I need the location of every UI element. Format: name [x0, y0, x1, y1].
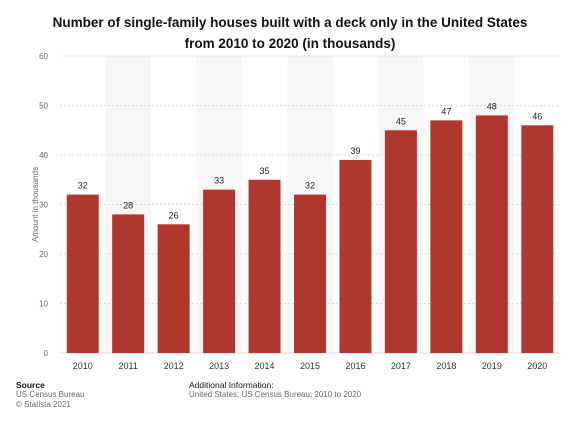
bar [430, 120, 463, 353]
bar [112, 214, 145, 353]
bar [521, 125, 554, 353]
data-label: 47 [441, 106, 451, 116]
data-label: 48 [487, 101, 497, 111]
x-tick-label: 2011 [119, 361, 138, 371]
x-tick-label: 2018 [436, 361, 456, 371]
bar [294, 194, 326, 353]
y-tick-label: 0 [44, 349, 49, 358]
copyright-line: © Statista 2021 [16, 400, 71, 409]
y-tick-label: 10 [39, 300, 48, 309]
additional-info-heading: Additional Information: [189, 380, 274, 390]
chart-title-line-1: Number of single-family houses built wit… [52, 15, 528, 30]
chart-title-line-2: from 2010 to 2020 (in thousands) [184, 36, 396, 51]
source-line: US Census Bureau [16, 390, 85, 399]
data-label: 32 [305, 181, 315, 191]
bar [203, 189, 236, 353]
data-label: 33 [214, 176, 224, 186]
chart-title: Number of single-family houses built wit… [0, 12, 580, 54]
data-label: 39 [350, 146, 360, 156]
additional-info-block: Additional Information: United States; U… [189, 380, 361, 400]
source-block: Source US Census Bureau © Statista 2021 [16, 380, 84, 410]
y-tick-label: 60 [39, 52, 48, 61]
bar [248, 179, 281, 353]
data-label: 45 [396, 116, 406, 126]
bar [157, 224, 190, 353]
y-tick-label: 40 [39, 151, 48, 160]
data-label: 46 [532, 111, 542, 121]
y-tick-label: 50 [39, 102, 48, 111]
data-label: 26 [169, 210, 179, 220]
bar [339, 159, 372, 353]
x-tick-label: 2019 [482, 361, 502, 371]
y-tick-label: 30 [39, 201, 48, 210]
x-tick-label: 2012 [164, 361, 184, 371]
source-heading: Source [16, 380, 45, 390]
x-tick-label: 2020 [527, 361, 547, 371]
x-tick-label: 2015 [300, 361, 320, 371]
bar [66, 194, 99, 353]
bar [475, 115, 508, 354]
data-label: 28 [123, 200, 133, 210]
additional-info-text: United States; US Census Bureau; 2010 to… [189, 390, 362, 399]
data-label: 32 [78, 181, 88, 191]
y-tick-label: 20 [39, 250, 48, 259]
data-label: 35 [260, 166, 270, 176]
bar [384, 130, 417, 353]
x-tick-label: 2014 [255, 361, 275, 371]
x-tick-label: 2013 [209, 361, 229, 371]
x-tick-label: 2017 [391, 361, 411, 371]
x-tick-label: 2010 [73, 361, 93, 371]
x-tick-label: 2016 [345, 361, 365, 371]
y-axis-label: Amount in thousands [31, 167, 40, 242]
